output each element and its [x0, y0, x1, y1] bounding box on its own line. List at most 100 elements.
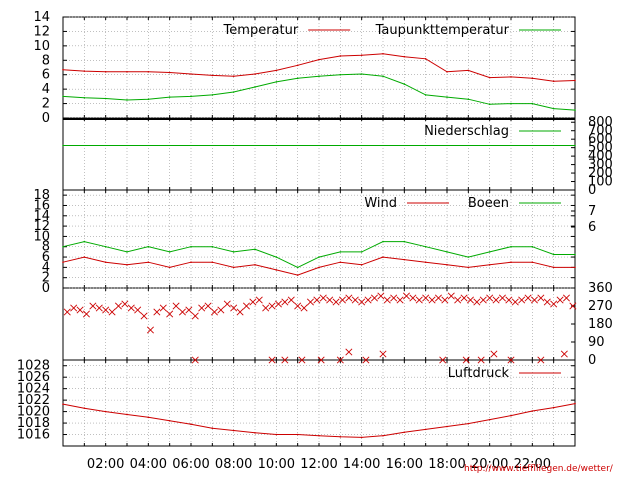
wind-direction-marker [146, 326, 154, 334]
y-tick-label-right: 180 [588, 317, 613, 332]
data-point [83, 256, 86, 258]
y-tick-label-right: 400 [588, 149, 613, 164]
wind-direction-marker [537, 356, 545, 364]
wind-direction-marker [204, 302, 212, 310]
wind-direction-marker [338, 296, 346, 304]
data-point [318, 266, 320, 269]
x-tick-label: 16:00 [386, 457, 423, 472]
wind-direction-marker [140, 312, 148, 320]
data-point [62, 261, 64, 264]
data-point [467, 422, 470, 425]
data-point [510, 102, 512, 105]
legend-label: Niederschlag [424, 124, 509, 139]
data-point [510, 76, 512, 78]
wind-direction-marker [172, 302, 180, 310]
y-tick-label: 0 [42, 281, 50, 296]
wind-direction-marker [262, 304, 270, 312]
data-point [574, 402, 576, 405]
data-point [488, 263, 491, 266]
wind-direction-marker [268, 302, 276, 310]
data-point [275, 69, 278, 72]
data-point [339, 436, 342, 438]
wind-direction-marker [102, 306, 110, 314]
data-point [296, 433, 299, 436]
data-point [168, 251, 171, 253]
y-tick-label: 10 [33, 39, 50, 54]
data-point [168, 71, 171, 74]
wind-direction-marker [159, 304, 167, 312]
y-tick-label-right: 600 [588, 132, 613, 147]
data-point [552, 406, 555, 409]
wind-direction-marker [345, 294, 353, 302]
wind-direction-marker [76, 306, 84, 314]
wind-direction-marker [364, 296, 372, 304]
y-tick-label-right: 200 [588, 166, 613, 181]
data-point [83, 97, 86, 99]
data-point [211, 261, 214, 264]
wind-direction-marker [498, 294, 506, 302]
data-point [190, 245, 192, 248]
data-point [275, 81, 278, 83]
wind-direction-marker [379, 350, 387, 358]
wind-direction-marker [441, 296, 449, 304]
wind-direction-marker [249, 298, 257, 306]
footer-url[interactable]: http://www.tiefflliegen.de/wetter/ [464, 464, 613, 474]
wind-direction-marker [217, 306, 225, 314]
data-point [232, 75, 235, 77]
data-point [467, 256, 470, 258]
data-point [83, 407, 86, 409]
data-point [211, 427, 214, 430]
data-point [62, 68, 64, 71]
data-point [531, 261, 534, 264]
data-point [275, 269, 278, 271]
wind-direction-marker [562, 294, 570, 302]
wind-direction-marker [454, 296, 462, 304]
data-point [147, 245, 150, 248]
data-point [190, 73, 192, 75]
data-point [190, 423, 192, 426]
y-tick-label-right: 100 [588, 175, 613, 190]
wind-direction-marker [439, 356, 447, 364]
wind-direction-marker [281, 298, 289, 306]
wind-direction-marker [409, 294, 417, 302]
data-point [83, 70, 86, 72]
data-point [488, 76, 491, 79]
data-point [211, 94, 214, 96]
data-point [104, 97, 107, 100]
wind-direction-marker [294, 302, 302, 310]
legend-label: Taupunkttemperatur [375, 23, 510, 38]
data-point [211, 74, 214, 77]
y-tick-label-right: 500 [588, 141, 613, 156]
wind-direction-marker [358, 298, 366, 306]
data-point [296, 77, 299, 80]
data-point [488, 418, 491, 421]
data-point [275, 433, 278, 436]
y-tick-label: 10 [33, 229, 50, 244]
y-tick-label: 1022 [17, 393, 50, 408]
data-point [531, 245, 534, 248]
y-tick-label: 12 [33, 219, 50, 234]
data-point [488, 251, 491, 253]
data-point [424, 58, 427, 60]
y-tick-label: 4 [42, 260, 50, 275]
data-point [510, 414, 512, 417]
data-point [83, 240, 86, 243]
data-point [382, 240, 384, 243]
wind-direction-marker [556, 296, 564, 304]
data-point [339, 261, 342, 264]
wind-direction-marker [434, 294, 442, 302]
wind-direction-marker [178, 308, 186, 316]
y-tick-label: 4 [42, 82, 50, 97]
data-point [232, 91, 235, 93]
x-tick-label: 10:00 [258, 457, 295, 472]
wind-direction-marker [560, 350, 568, 358]
legend-label: Boeen [468, 196, 509, 211]
wind-direction-marker [466, 296, 474, 304]
wind-direction-marker [236, 308, 244, 316]
data-point [424, 94, 427, 96]
data-point [147, 416, 150, 419]
data-point [147, 261, 150, 264]
data-point [254, 73, 256, 75]
